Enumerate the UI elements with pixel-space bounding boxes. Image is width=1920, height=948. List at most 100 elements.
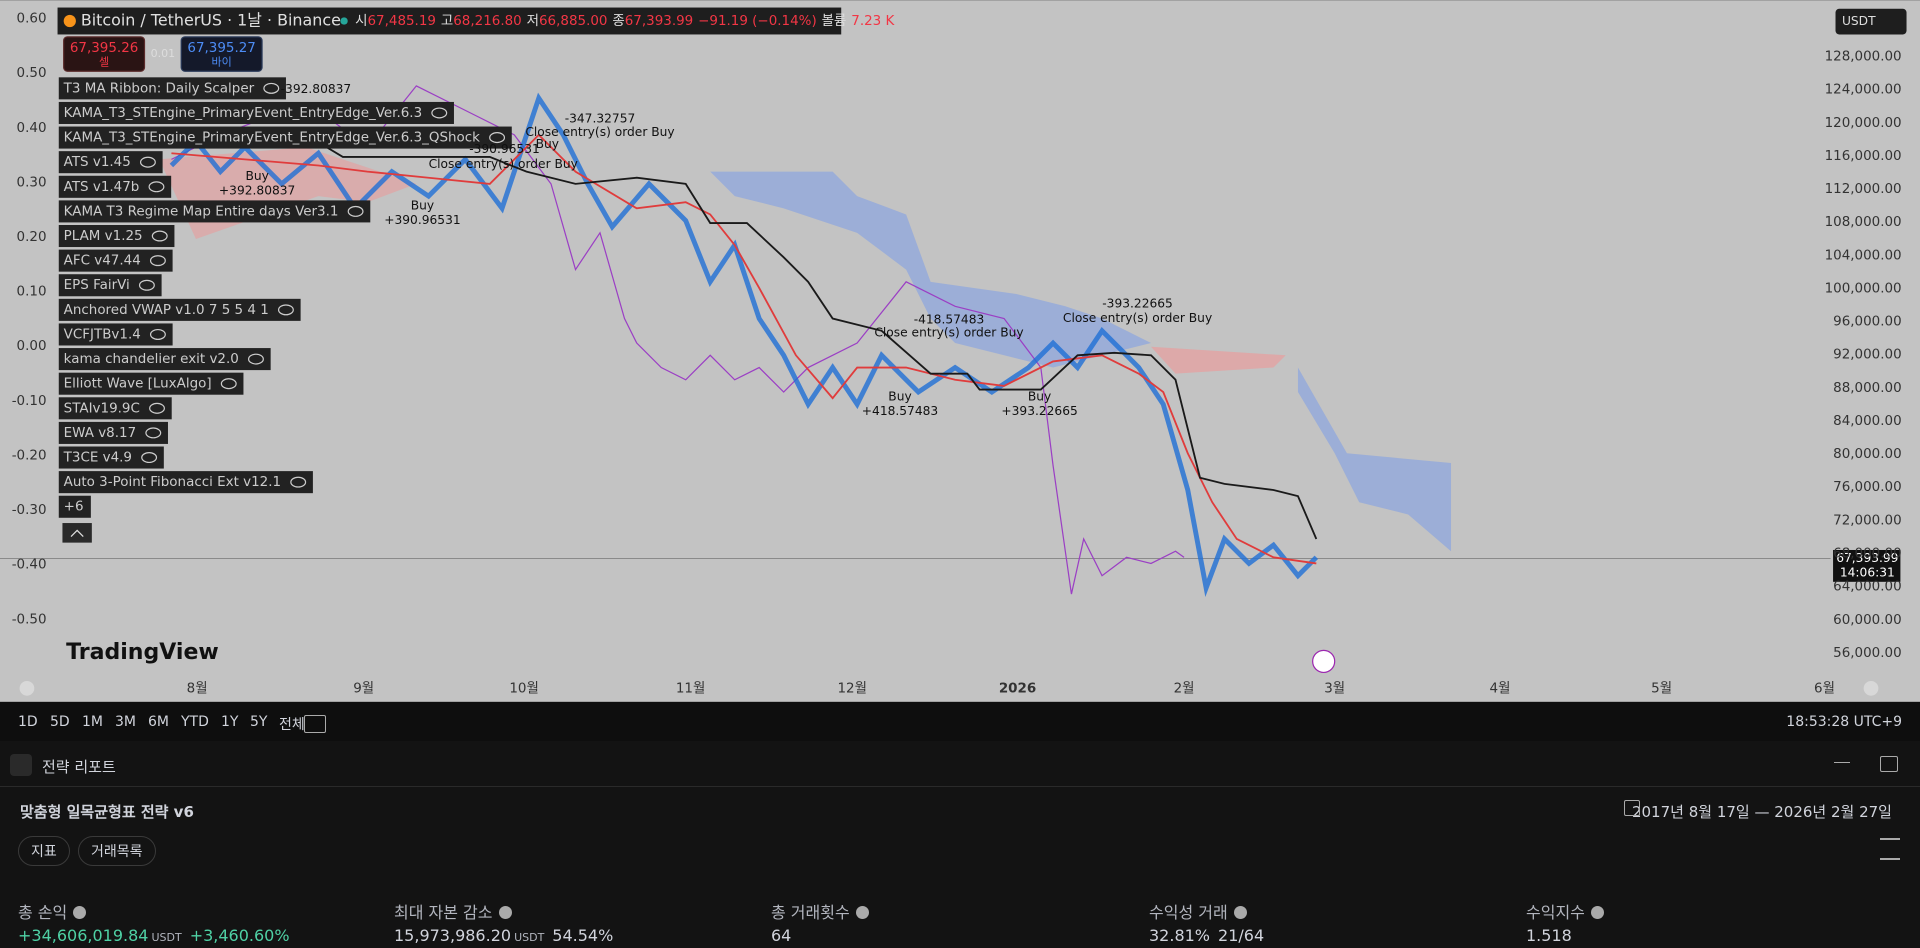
time-axis-label: 3월 bbox=[1324, 680, 1345, 696]
right-axis-label: 80,000.00 bbox=[1833, 447, 1901, 462]
range-button[interactable]: 1D bbox=[18, 714, 38, 730]
date-range[interactable]: 2017년 8월 17일 — 2026년 2월 27일 bbox=[1631, 803, 1892, 821]
report-tab[interactable]: 거래목록 bbox=[78, 836, 156, 866]
trade-annotation: Close entry(s) order Buy bbox=[874, 326, 1023, 340]
info-icon[interactable] bbox=[498, 906, 512, 919]
panel-header bbox=[0, 742, 1920, 787]
range-button[interactable]: 3M bbox=[115, 714, 136, 730]
indicator-bg[interactable] bbox=[58, 446, 164, 469]
info-icon[interactable] bbox=[1590, 906, 1604, 919]
indicator-bg[interactable] bbox=[58, 175, 172, 198]
panel-tab[interactable]: 전략 리포트 bbox=[42, 758, 116, 776]
indicator-name: T3 MA Ribbon: Daily Scalper bbox=[63, 81, 255, 96]
ohlc-item: 68,216.80 bbox=[453, 14, 521, 29]
indicator-bg[interactable] bbox=[58, 372, 244, 395]
stat-value: +34,606,019.84 USDT +3,460.60% bbox=[18, 926, 290, 945]
indicator-bg[interactable] bbox=[58, 298, 301, 321]
compare-icon[interactable] bbox=[304, 715, 326, 733]
indicator-name: ATS v1.47b bbox=[64, 180, 140, 195]
buy-label: 바이 bbox=[211, 56, 231, 69]
stat-unit: USDT bbox=[151, 931, 182, 944]
indicator-bg[interactable] bbox=[58, 126, 512, 149]
indicator-bg[interactable] bbox=[58, 323, 173, 346]
ohlc-item: 66,885.00 bbox=[539, 14, 607, 29]
indicator-bg[interactable] bbox=[58, 495, 91, 518]
indicator-bg[interactable] bbox=[58, 200, 371, 223]
stat-value-text: 15,973,986.20 bbox=[394, 926, 512, 945]
trade-annotation: +418.57483 bbox=[862, 404, 938, 418]
range-button[interactable]: 전체 bbox=[279, 717, 305, 733]
left-axis-label: -0.10 bbox=[12, 394, 47, 409]
right-axis-label: 128,000.00 bbox=[1825, 50, 1902, 65]
maximize[interactable] bbox=[1880, 756, 1898, 772]
range-button[interactable]: 5D bbox=[50, 714, 70, 730]
right-axis-label: 92,000.00 bbox=[1833, 348, 1901, 363]
visibility-icon bbox=[148, 181, 165, 193]
indicator-name: EWA v8.17 bbox=[64, 426, 136, 441]
range-button[interactable]: 1M bbox=[82, 714, 103, 730]
visibility-icon bbox=[347, 205, 364, 217]
indicator-bg[interactable] bbox=[58, 471, 313, 494]
indicator-name: Elliott Wave [LuxAlgo] bbox=[64, 377, 212, 392]
indicator-bg[interactable] bbox=[58, 348, 271, 371]
layout-icon[interactable] bbox=[1880, 838, 1900, 860]
info-icon[interactable] bbox=[1233, 906, 1247, 919]
visibility-icon bbox=[149, 402, 165, 414]
indicator-bg[interactable] bbox=[58, 151, 163, 174]
trade-annotation: -347.32757 bbox=[565, 111, 636, 125]
minimize[interactable] bbox=[1834, 762, 1850, 763]
right-axis-label: 96,000.00 bbox=[1833, 315, 1901, 330]
trade-annotation: Close entry(s) order Buy bbox=[429, 157, 578, 171]
indicator-name: STAIv19.9C bbox=[64, 401, 140, 416]
collapse-button[interactable] bbox=[62, 523, 92, 543]
range-button[interactable]: 1Y bbox=[221, 714, 239, 730]
zoom-button[interactable] bbox=[19, 681, 35, 696]
range-button[interactable]: YTD bbox=[181, 714, 209, 730]
visibility-icon bbox=[149, 255, 166, 267]
right-axis-label: 120,000.00 bbox=[1825, 116, 1902, 131]
indicator-bg[interactable] bbox=[58, 77, 286, 100]
toolbar bbox=[0, 702, 1920, 741]
cloud bbox=[1297, 367, 1452, 552]
indicator-bg[interactable] bbox=[58, 249, 173, 272]
buy-price: 67,395.27 bbox=[187, 41, 255, 56]
status-dot bbox=[340, 17, 348, 25]
right-axis-label: 112,000.00 bbox=[1825, 182, 1902, 197]
range-button[interactable]: 5Y bbox=[250, 714, 268, 730]
stat-value: 32.81% 21/64 bbox=[1149, 926, 1264, 945]
indicator-bg[interactable] bbox=[58, 421, 168, 444]
indicator-name: Auto 3-Point Fibonacci Ext v12.1 bbox=[64, 475, 281, 490]
trade-annotation: Buy bbox=[536, 137, 559, 151]
info-icon[interactable] bbox=[855, 906, 869, 919]
stat-extra: +3,460.60% bbox=[189, 926, 290, 945]
bottom-panel: 1D 5D 1M 3M 6M YTD 1Y 5Y 전체 18:53:28 UTC+9 전략 리포… bbox=[0, 702, 1920, 948]
range-button[interactable]: 6M bbox=[148, 714, 169, 730]
indicator-name: PLAM v1.25 bbox=[64, 229, 143, 244]
trade-annotation: +393.22665 bbox=[1001, 404, 1077, 418]
right-axis-label: 64,000.00 bbox=[1833, 580, 1901, 595]
buy-button[interactable] bbox=[180, 36, 263, 72]
tab-icon bbox=[10, 754, 32, 776]
cloud bbox=[710, 171, 1152, 368]
auto-button[interactable] bbox=[1863, 681, 1879, 696]
stat-value-text: 1.518 bbox=[1526, 926, 1572, 945]
sell-price: 67,395.26 bbox=[70, 41, 138, 56]
indicator-bg[interactable] bbox=[58, 274, 162, 297]
indicator-bg[interactable] bbox=[58, 397, 172, 420]
left-axis-label: -0.30 bbox=[12, 503, 47, 518]
ohlc-item: 67,485.19 bbox=[367, 14, 435, 29]
indicator-bg[interactable] bbox=[58, 101, 454, 124]
time-axis-label: 6월 bbox=[1814, 680, 1835, 696]
stat-extra: 21/64 bbox=[1218, 926, 1265, 945]
indicator-bg[interactable] bbox=[58, 225, 175, 248]
trade-annotation: -392.80837 bbox=[281, 82, 352, 96]
trade-annotation: Buy bbox=[411, 198, 434, 212]
visibility-icon bbox=[220, 378, 237, 390]
ohlc-item: 볼륨 bbox=[822, 13, 847, 29]
stat-value-text: 32.81% bbox=[1149, 926, 1211, 945]
sell-button[interactable] bbox=[63, 36, 146, 72]
strategy-name[interactable]: 맞춤형 일목균형표 전략 v6 bbox=[20, 803, 194, 821]
currency-button[interactable] bbox=[1835, 8, 1907, 35]
report-tab[interactable]: 지표 bbox=[18, 836, 70, 866]
info-icon[interactable] bbox=[73, 906, 87, 919]
